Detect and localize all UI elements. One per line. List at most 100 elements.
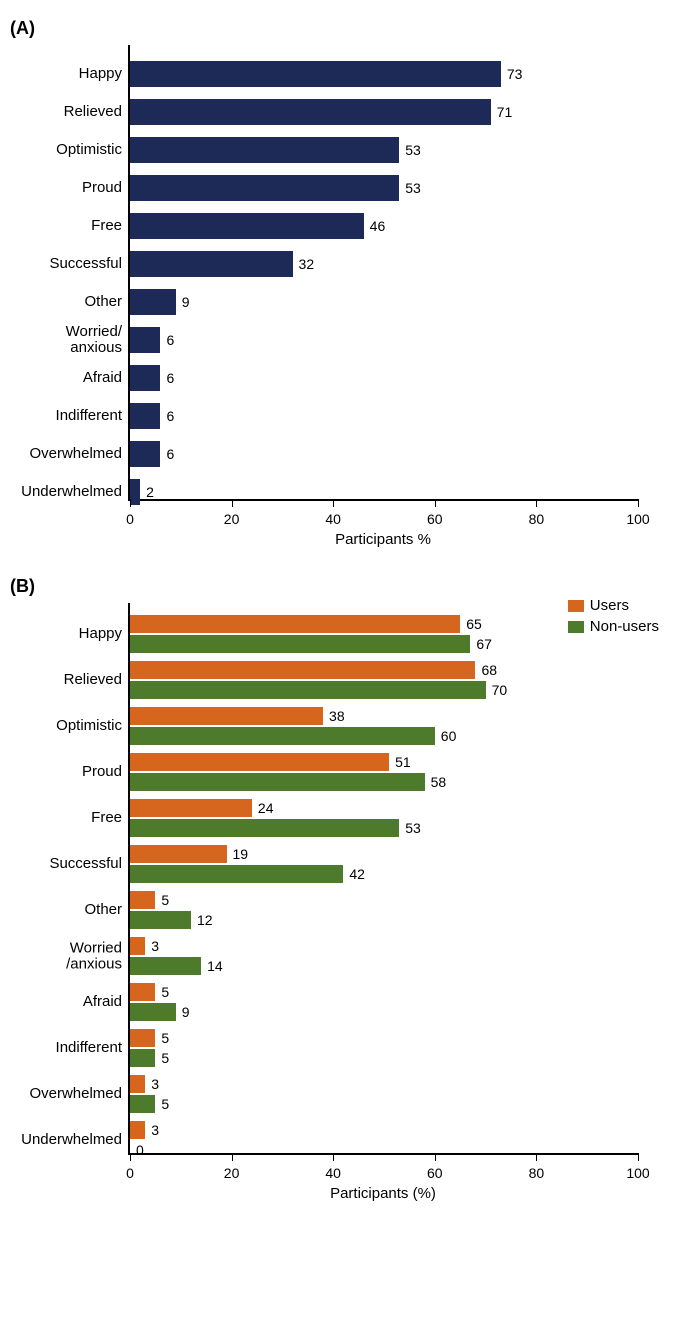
bar-line: 19 xyxy=(130,845,638,863)
bar-line: 24 xyxy=(130,799,638,817)
bar-row: Proud53 xyxy=(130,169,638,207)
bar-value: 5 xyxy=(161,1050,169,1066)
bar-value: 14 xyxy=(207,958,223,974)
bar-row: Relieved71 xyxy=(130,93,638,131)
bar-value: 9 xyxy=(182,1004,190,1020)
bar-row: Other512 xyxy=(130,887,638,933)
bar xyxy=(130,937,145,955)
category-label: Free xyxy=(91,218,130,234)
bar xyxy=(130,1049,155,1067)
x-tick xyxy=(435,1153,436,1161)
bar-row: Afraid6 xyxy=(130,359,638,397)
bar-value: 42 xyxy=(349,866,365,882)
x-tick-label: 0 xyxy=(126,511,134,527)
bar-line: 14 xyxy=(130,957,638,975)
bar-row: Indifferent6 xyxy=(130,397,638,435)
bar xyxy=(130,983,155,1001)
bar-line: 58 xyxy=(130,773,638,791)
bar-value: 3 xyxy=(151,1076,159,1092)
bar-row: Overwhelmed35 xyxy=(130,1071,638,1117)
bar-row: Indifferent55 xyxy=(130,1025,638,1071)
x-tick xyxy=(232,499,233,507)
bar-value: 19 xyxy=(233,846,249,862)
plot-area-a: Happy73Relieved71Optimistic53Proud53Free… xyxy=(128,45,638,501)
bar xyxy=(130,441,160,467)
bar-value: 68 xyxy=(481,662,497,678)
bar xyxy=(130,61,501,87)
bar xyxy=(130,661,475,679)
bar-value: 3 xyxy=(151,938,159,954)
chart-a: Happy 73 Relieved71Optimistic53Proud53Free… xyxy=(4,45,667,548)
category-label: Indifferent xyxy=(56,1040,130,1056)
bar-row: Free2453 xyxy=(130,795,638,841)
x-tick-label: 60 xyxy=(427,1165,443,1181)
category-label: Afraid xyxy=(83,370,130,386)
bar-line: 5 xyxy=(130,1049,638,1067)
bar-row: Optimistic3860 xyxy=(130,703,638,749)
bar-value: 6 xyxy=(166,408,174,424)
bar-value: 67 xyxy=(476,636,492,652)
bar xyxy=(130,1003,176,1021)
chart-b: UsersNon-users Happy6567Relieved6870Opti… xyxy=(4,603,667,1202)
bar-line: 53 xyxy=(130,819,638,837)
bar xyxy=(130,845,227,863)
x-tick xyxy=(435,499,436,507)
category-label: Free xyxy=(91,810,130,826)
panel-a-label: (A) xyxy=(10,18,667,39)
bar-line: 0 xyxy=(130,1141,638,1159)
category-label: Other xyxy=(84,902,130,918)
bar-value: 5 xyxy=(161,1096,169,1112)
bar-value: 9 xyxy=(182,294,190,310)
bar xyxy=(130,289,176,315)
bar-row: Proud5158 xyxy=(130,749,638,795)
bar-value: 38 xyxy=(329,708,345,724)
bar-row: Underwhelmed2 xyxy=(130,473,638,511)
bar-line: 68 xyxy=(130,661,638,679)
bar xyxy=(130,957,201,975)
bar xyxy=(130,403,160,429)
category-label: Happy xyxy=(79,66,130,82)
bar-value: 46 xyxy=(370,218,386,234)
category-label: Worried/ anxious xyxy=(66,324,130,356)
bar-value: 51 xyxy=(395,754,411,770)
bar-line: 5 xyxy=(130,1029,638,1047)
bar xyxy=(130,911,191,929)
bar-value: 32 xyxy=(299,256,315,272)
bar-line: 42 xyxy=(130,865,638,883)
bar-line: 12 xyxy=(130,911,638,929)
x-tick-label: 40 xyxy=(325,511,341,527)
bar-line: 9 xyxy=(130,1003,638,1021)
x-tick-label: 20 xyxy=(224,1165,240,1181)
bar-value: 53 xyxy=(405,180,421,196)
bar-row: Successful32 xyxy=(130,245,638,283)
x-tick-label: 100 xyxy=(626,1165,649,1181)
x-tick-label: 40 xyxy=(325,1165,341,1181)
category-label: Indifferent xyxy=(56,408,130,424)
x-tick xyxy=(333,499,334,507)
panel-b-label: (B) xyxy=(10,576,667,597)
bar xyxy=(130,1075,145,1093)
bar-value: 5 xyxy=(161,984,169,1000)
category-label: Optimistic xyxy=(56,718,130,734)
x-tick-label: 100 xyxy=(626,511,649,527)
bar-value: 53 xyxy=(405,820,421,836)
bar-row: Successful1942 xyxy=(130,841,638,887)
bar xyxy=(130,479,140,505)
bar-row: Optimistic53 xyxy=(130,131,638,169)
bar-value: 6 xyxy=(166,370,174,386)
plot-area-b: Happy6567Relieved6870Optimistic3860Proud… xyxy=(128,603,638,1155)
x-tick xyxy=(536,499,537,507)
bar xyxy=(130,1095,155,1113)
bar-value: 24 xyxy=(258,800,274,816)
x-tick-label: 20 xyxy=(224,511,240,527)
bar xyxy=(130,865,343,883)
category-label: Afraid xyxy=(83,994,130,1010)
bar-row: Overwhelmed6 xyxy=(130,435,638,473)
bar-value: 73 xyxy=(507,66,523,82)
x-tick-label: 80 xyxy=(529,511,545,527)
bar-row: Happy6567 xyxy=(130,611,638,657)
bar-value: 5 xyxy=(161,892,169,908)
category-label: Other xyxy=(84,294,130,310)
bar-value: 3 xyxy=(151,1122,159,1138)
bar xyxy=(130,773,425,791)
